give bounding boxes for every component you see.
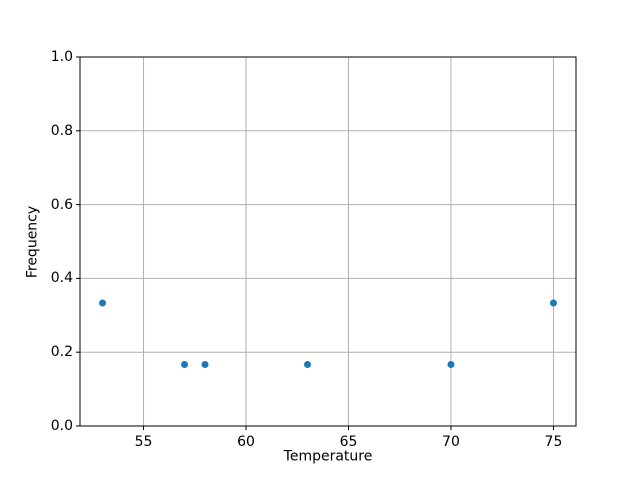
x-tick-label: 70 <box>442 434 460 450</box>
y-tick-label: 0.8 <box>50 122 73 139</box>
data-point <box>304 360 312 368</box>
y-tick-label: 0.0 <box>50 418 73 434</box>
x-tick-label: 55 <box>134 434 153 450</box>
data-point <box>549 299 557 307</box>
data-point <box>201 360 209 368</box>
x-tick-label: 75 <box>544 434 563 450</box>
x-axis-label: Temperature <box>283 448 373 465</box>
data-point <box>99 299 107 307</box>
x-tick-label: 60 <box>237 434 255 450</box>
y-tick-label: 0.6 <box>50 196 73 213</box>
x-tick-label: 65 <box>339 434 358 450</box>
y-tick-label: 0.4 <box>50 270 73 287</box>
data-point <box>181 360 189 368</box>
axes-spines <box>79 56 577 427</box>
y-tick-label: 1.0 <box>50 49 73 65</box>
y-axis-label: Frequency <box>24 205 41 279</box>
y-tick-label: 0.2 <box>50 344 73 361</box>
data-point <box>447 360 455 368</box>
